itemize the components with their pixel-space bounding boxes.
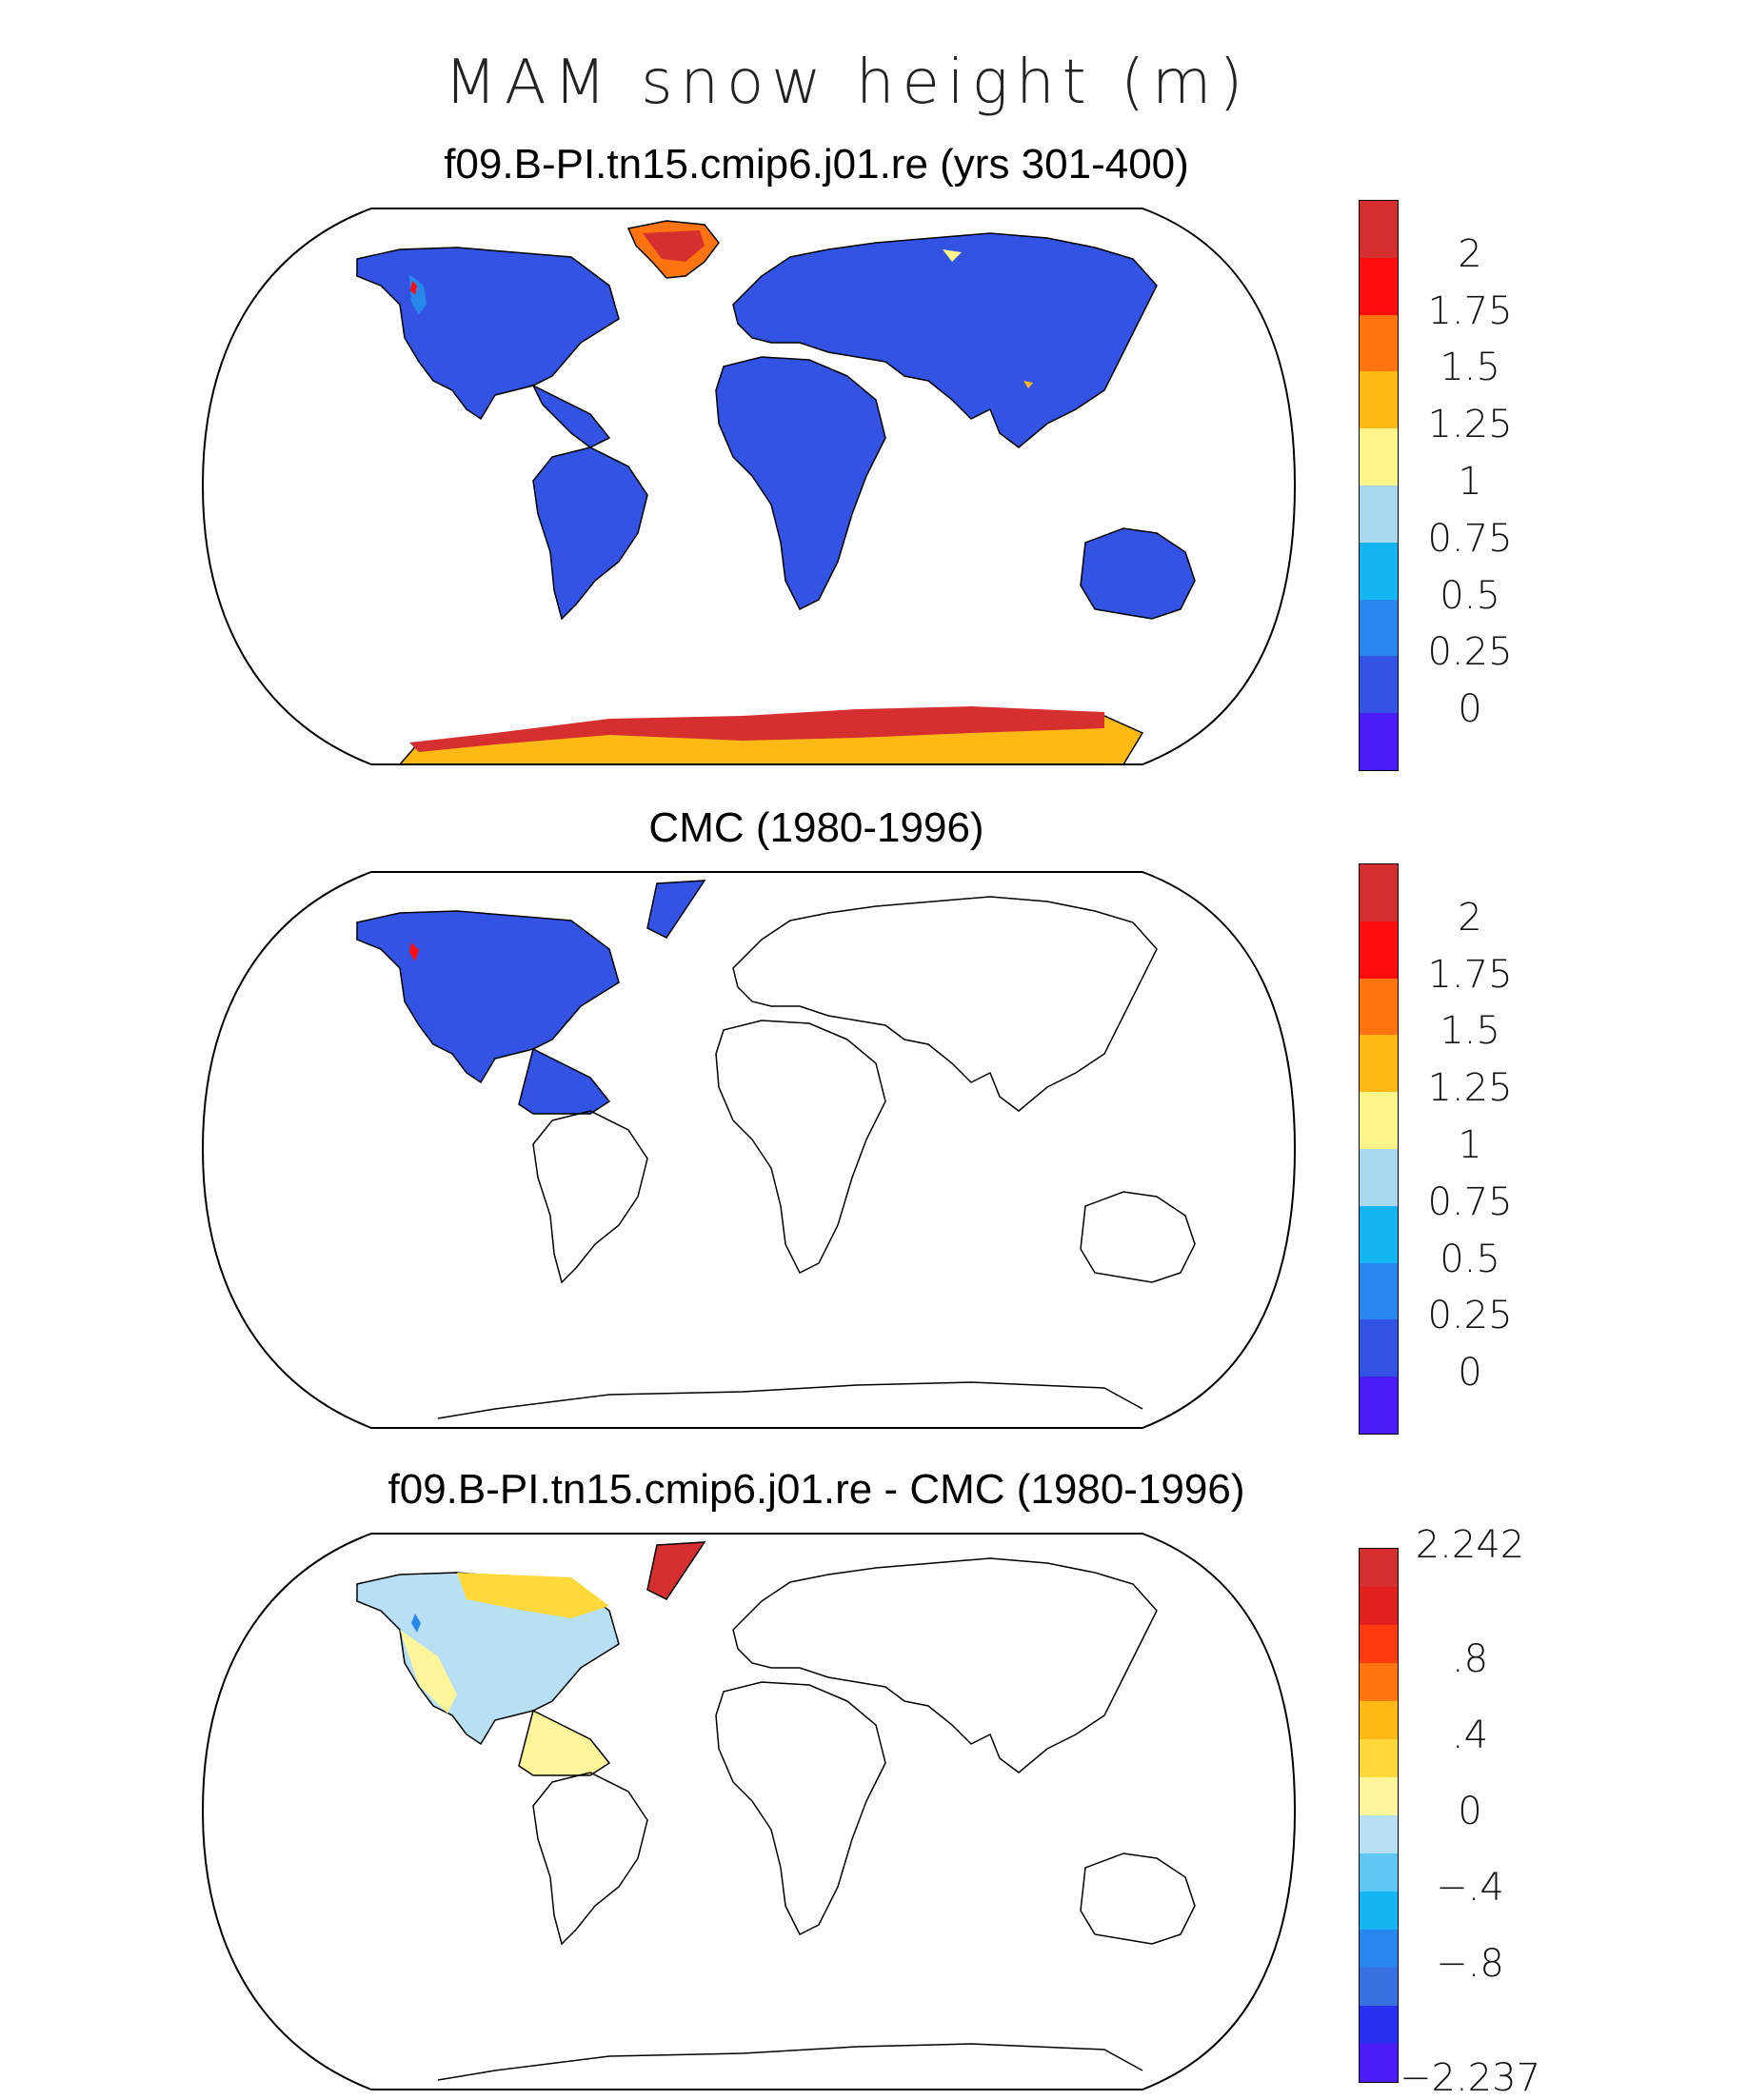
colorbar-cell — [1360, 713, 1398, 770]
colorbar-cell — [1360, 1148, 1398, 1206]
colorbar-cell — [1360, 1587, 1398, 1625]
colorbar-tick-label: 0 — [1458, 1351, 1482, 1396]
colorbar-tick-label: 0.25 — [1427, 630, 1513, 675]
colorbar-cell — [1360, 1777, 1398, 1815]
colorbar-cell — [1360, 1853, 1398, 1892]
colorbar-cell — [1360, 1035, 1398, 1093]
colorbar-tick-label: −.8 — [1436, 1942, 1504, 1986]
colorbar-cell — [1360, 201, 1398, 258]
colorbar-cell — [1360, 1739, 1398, 1777]
panel-3-title: f09.B-PI.tn15.cmip6.j01.re - CMC (1980-1… — [387, 1466, 1245, 1513]
panel-2-title: CMC (1980-1996) — [648, 804, 984, 851]
colorbar-tick-label: 2.242 — [1415, 1523, 1525, 1567]
colorbar-tick-label: .8 — [1451, 1637, 1489, 1681]
colorbar-cell — [1360, 1625, 1398, 1663]
colorbar-cell — [1360, 2044, 1398, 2082]
colorbar-cell — [1360, 485, 1398, 543]
colorbar-cell — [1360, 1663, 1398, 1701]
colorbar-cell — [1360, 2006, 1398, 2044]
colorbar-cell — [1360, 1205, 1398, 1263]
colorbar-tick-label: 1.25 — [1427, 1066, 1513, 1111]
panel-2-colorbar — [1359, 863, 1399, 1435]
colorbar-tick-label: 0 — [1458, 1790, 1482, 1833]
colorbar-cell — [1360, 428, 1398, 485]
colorbar-tick-label: 1.5 — [1440, 346, 1500, 390]
colorbar-cell — [1360, 542, 1398, 600]
colorbar-tick-label: 1.75 — [1427, 952, 1513, 997]
colorbar-cell — [1360, 921, 1398, 979]
colorbar-tick-label: 0.5 — [1440, 573, 1500, 618]
panel-1-colorbar — [1359, 200, 1399, 771]
colorbar-cell — [1360, 1092, 1398, 1149]
colorbar-cell — [1360, 1968, 1398, 2006]
panel-3-colorbar — [1359, 1548, 1399, 2083]
colorbar-tick-label: −2.237 — [1399, 2056, 1541, 2100]
colorbar-tick-label: 0.75 — [1427, 1179, 1513, 1224]
colorbar-tick-label: 2 — [1458, 231, 1482, 276]
colorbar-cell — [1360, 1892, 1398, 1930]
colorbar-tick-label: −.4 — [1436, 1866, 1504, 1910]
colorbar-tick-label: 0.25 — [1427, 1294, 1513, 1338]
figure-title: MAM snow height (m) — [444, 48, 1251, 118]
panel-1-title: f09.B-PI.tn15.cmip6.j01.re (yrs 301-400) — [444, 141, 1189, 188]
colorbar-tick-label: 0.5 — [1440, 1237, 1500, 1281]
colorbar-cell — [1360, 1701, 1398, 1739]
colorbar-tick-label: 1 — [1458, 1123, 1482, 1167]
colorbar-cell — [1360, 599, 1398, 657]
colorbar-tick-label: 1.5 — [1440, 1009, 1500, 1054]
colorbar-cell — [1360, 1319, 1398, 1377]
colorbar-tick-label: 1.25 — [1427, 403, 1513, 447]
colorbar-cell — [1360, 371, 1398, 429]
colorbar-tick-label: 2 — [1458, 895, 1482, 940]
colorbar-tick-label: 0.75 — [1427, 516, 1513, 561]
colorbar-cell — [1360, 978, 1398, 1036]
colorbar-cell — [1360, 1549, 1398, 1587]
colorbar-cell — [1360, 1262, 1398, 1320]
colorbar-tick-label: 0 — [1458, 687, 1482, 732]
colorbar-cell — [1360, 864, 1398, 921]
colorbar-cell — [1360, 257, 1398, 315]
colorbar-tick-label: 1 — [1458, 460, 1482, 504]
colorbar-cell — [1360, 1930, 1398, 1968]
colorbar-tick-label: .4 — [1451, 1714, 1489, 1757]
colorbar-cell — [1360, 314, 1398, 372]
colorbar-cell — [1360, 1815, 1398, 1853]
colorbar-cell — [1360, 656, 1398, 714]
colorbar-cell — [1360, 1377, 1398, 1434]
colorbar-tick-label: 1.75 — [1427, 288, 1513, 333]
